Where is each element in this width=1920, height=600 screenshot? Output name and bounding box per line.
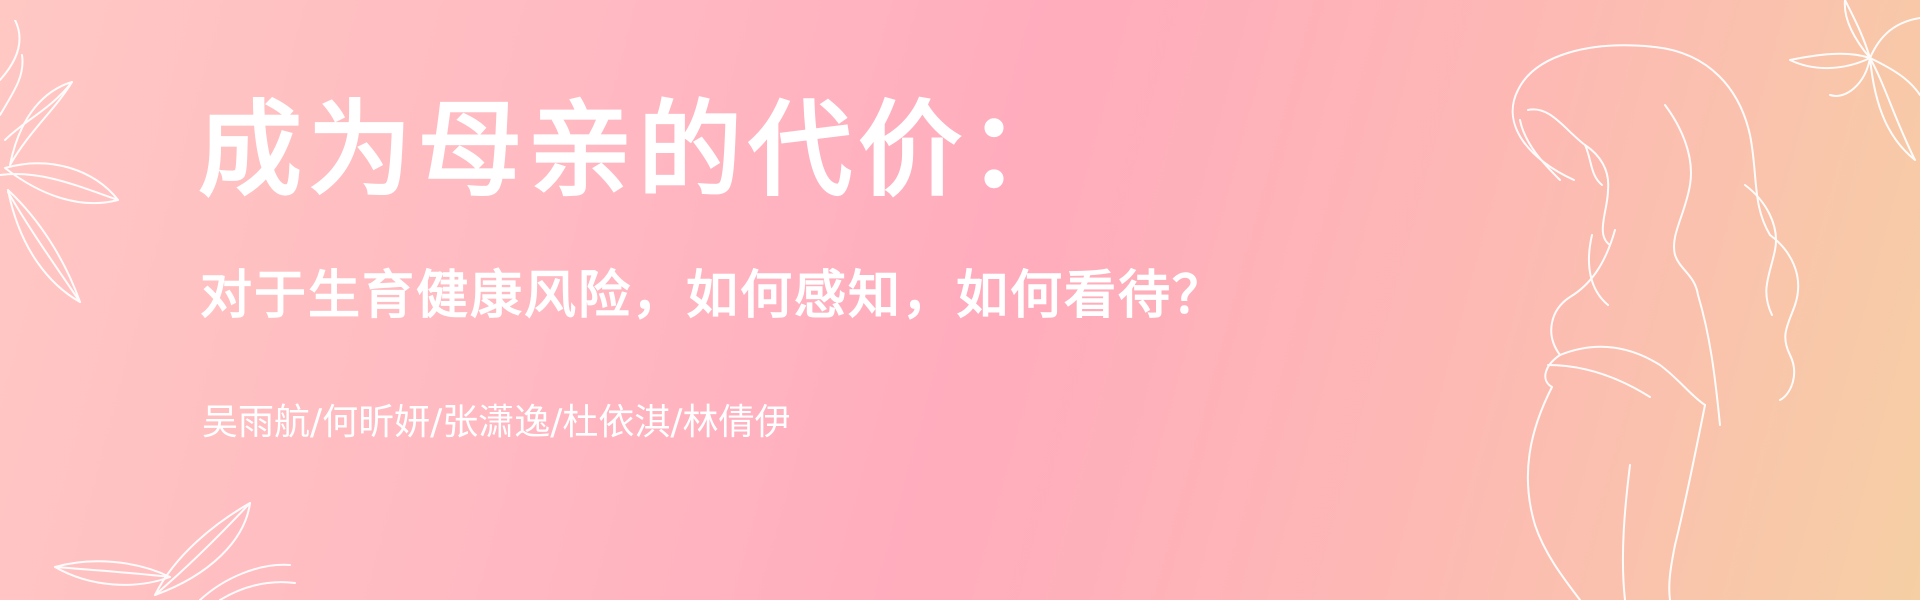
leaf-sprig-icon bbox=[0, 20, 119, 303]
author-list: 吴雨航/何昕妍/张潇逸/杜依淇/林倩伊 bbox=[202, 402, 791, 443]
flower-icon bbox=[1789, 0, 1920, 161]
banner-title: 成为母亲的代价： bbox=[198, 89, 1079, 211]
leaf-cluster-icon bbox=[54, 502, 296, 600]
pregnant-woman-line-art bbox=[1511, 44, 1800, 600]
banner-subtitle: 对于生育健康风险，如何感知，如何看待？ bbox=[200, 266, 1227, 326]
